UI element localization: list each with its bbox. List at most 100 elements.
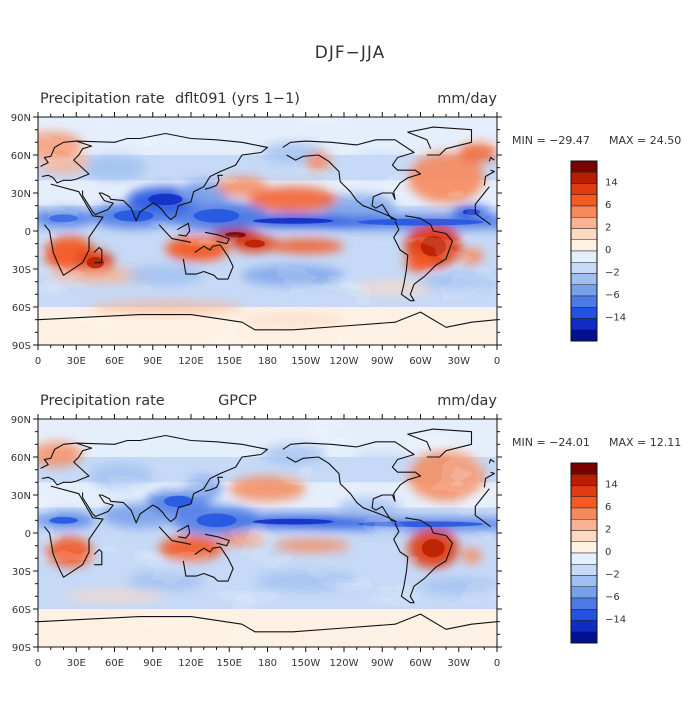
colorbar-swatch — [570, 172, 598, 184]
colorbar-swatch — [570, 496, 598, 509]
y-tick-label: 30S — [12, 265, 31, 276]
y-tick-label: 30N — [11, 491, 31, 502]
colorbar-label: 0 — [605, 245, 611, 256]
colorbar-label: −6 — [605, 592, 620, 603]
colorbar-label: −2 — [605, 570, 620, 581]
panel-case-label: GPCP — [218, 393, 257, 409]
coastline — [176, 524, 191, 539]
colorbar-frame — [570, 160, 598, 342]
coastline — [40, 140, 495, 186]
x-tick-label: 90E — [143, 356, 162, 367]
coastline — [393, 517, 453, 604]
y-tick-label: 0 — [25, 227, 31, 238]
colorbar-label: 14 — [605, 480, 618, 491]
map-panel-model: 0 30E 60E 90E 120E 150E 180 150W 120W 90W 60W 30W 09… — [11, 91, 681, 367]
coastlines — [38, 428, 497, 633]
colorbar-swatch — [570, 552, 598, 565]
y-tick-label: 60N — [11, 453, 31, 464]
coastlines — [38, 126, 497, 331]
map-field — [38, 419, 497, 647]
y-tick-label: 60S — [12, 303, 31, 314]
colorbar-swatch — [570, 160, 598, 173]
colorbar-swatch — [570, 262, 598, 274]
colorbar-swatch — [570, 620, 598, 632]
coastline — [158, 526, 192, 545]
colorbar-swatch — [570, 507, 598, 520]
panel-units-label: mm/day — [437, 91, 497, 107]
x-tick-label: 0 — [494, 658, 500, 669]
x-tick-label: 90W — [371, 658, 394, 669]
colorbar-swatch — [570, 217, 598, 229]
x-tick-label: 30W — [447, 356, 470, 367]
colorbar-swatch — [570, 273, 598, 285]
coastline — [393, 215, 453, 302]
x-tick-label: 150W — [291, 658, 320, 669]
x-tick-label: 30W — [447, 658, 470, 669]
colorbar-label: 14 — [605, 178, 618, 189]
colorbar-frame — [570, 462, 598, 644]
colorbar-swatch — [570, 631, 598, 644]
colorbar-swatch — [570, 194, 598, 207]
colorbar-swatch — [570, 609, 598, 621]
coastline — [182, 244, 234, 280]
x-tick-label: 120W — [330, 658, 359, 669]
coastline — [282, 139, 422, 221]
colorbar-swatch — [570, 183, 598, 195]
figure-title: DJF−JJA — [315, 43, 385, 63]
coastline — [38, 311, 497, 331]
colorbar-swatch — [570, 597, 598, 610]
panel-case-label: dflt091 (yrs 1−1) — [175, 91, 300, 107]
colorbar-swatch — [570, 519, 598, 531]
x-tick-label: 30E — [67, 356, 86, 367]
colorbar-label: −2 — [605, 268, 620, 279]
field-texture — [38, 419, 497, 647]
colorbar-label: 2 — [605, 223, 611, 234]
coastline — [93, 548, 103, 566]
x-tick-label: 120W — [330, 356, 359, 367]
colorbar-swatch — [570, 205, 598, 218]
coastline — [76, 132, 269, 222]
x-tick-label: 180 — [258, 356, 277, 367]
x-tick-label: 30E — [67, 658, 86, 669]
colorbar-swatch — [570, 564, 598, 576]
panel-min-value: MIN = −24.01 — [512, 436, 590, 449]
y-tick-label: 30S — [12, 567, 31, 578]
y-tick-label: 60S — [12, 605, 31, 616]
colorbar-swatch — [570, 586, 598, 599]
panel-units-label: mm/day — [437, 393, 497, 409]
colorbar-swatch — [570, 307, 598, 319]
colorbar-label: −14 — [605, 313, 626, 324]
colorbar-swatch — [570, 239, 598, 252]
colorbar-swatch — [570, 295, 598, 308]
colorbar-swatch — [570, 284, 598, 297]
x-tick-label: 60E — [105, 658, 124, 669]
colorbar-label: −14 — [605, 615, 626, 626]
coastline — [204, 174, 223, 190]
colorbar-swatch — [570, 318, 598, 330]
coastline — [407, 428, 473, 458]
x-tick-label: 120E — [178, 658, 203, 669]
coastline — [182, 546, 234, 582]
colorbar-label: 2 — [605, 525, 611, 536]
coastline — [76, 434, 269, 524]
colorbar-swatch — [570, 462, 598, 475]
panel-variable-label: Precipitation rate — [40, 393, 165, 409]
x-tick-label: 150E — [217, 356, 242, 367]
coastline — [488, 458, 495, 464]
colorbar-swatch — [570, 474, 598, 486]
map-field — [38, 117, 497, 345]
colorbar-label: 6 — [605, 502, 611, 513]
colorbar-swatch — [570, 485, 598, 497]
x-tick-label: 150E — [217, 658, 242, 669]
coastline — [43, 485, 491, 578]
y-tick-label: 90S — [12, 341, 31, 352]
colorbar-swatch — [570, 575, 598, 587]
colorbar-label: 6 — [605, 200, 611, 211]
x-tick-label: 90E — [143, 658, 162, 669]
field-texture — [38, 117, 497, 345]
y-tick-label: 60N — [11, 151, 31, 162]
coastline — [93, 246, 103, 264]
x-tick-label: 180 — [258, 658, 277, 669]
colorbar-swatch — [570, 329, 598, 342]
